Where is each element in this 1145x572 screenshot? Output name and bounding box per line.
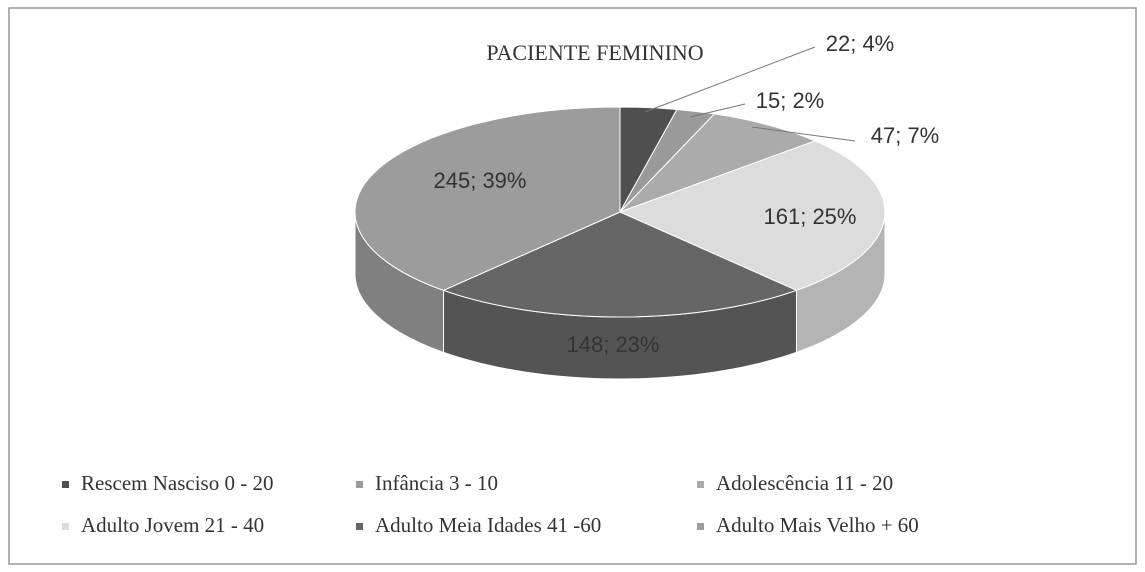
leader-line xyxy=(644,46,816,113)
data-label: 22; 4% xyxy=(826,31,895,56)
legend-swatch xyxy=(697,523,704,530)
slice xyxy=(619,113,817,213)
leader-line xyxy=(751,126,856,142)
legend-label: Adulto Mais Velho + 60 xyxy=(716,513,919,537)
legend-swatch xyxy=(62,523,69,530)
legend-label: Infância 3 - 10 xyxy=(375,471,498,495)
leader-line xyxy=(689,103,746,118)
data-label: 245; 39% xyxy=(434,168,527,193)
data-label: 15; 2% xyxy=(756,88,825,113)
data-label: 161; 25% xyxy=(764,204,857,229)
slice xyxy=(354,106,621,291)
data-label: 148; 23% xyxy=(567,332,660,357)
legend-label: Adulto Meia Idades 41 -60 xyxy=(375,513,601,537)
legend-label: Adulto Jovem 21 - 40 xyxy=(81,513,264,537)
chart-title: PACIENTE FEMININO xyxy=(486,40,703,65)
slice xyxy=(618,140,886,291)
slice xyxy=(442,211,798,318)
legend-swatch xyxy=(356,523,363,530)
legend-label: Rescem Nasciso 0 - 20 xyxy=(81,471,273,495)
data-label: 47; 7% xyxy=(871,123,940,148)
legend-label: Adolescência 11 - 20 xyxy=(716,471,893,495)
legend-swatch xyxy=(62,481,69,488)
legend-swatch xyxy=(356,481,363,488)
legend-swatch xyxy=(697,481,704,488)
